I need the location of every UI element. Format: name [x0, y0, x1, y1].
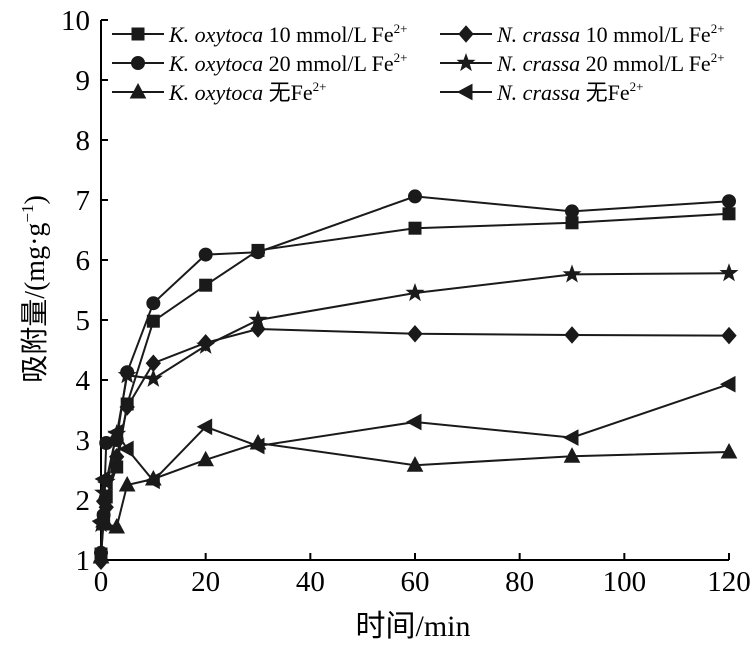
legend-label: K. oxytoca 无Fe2+: [168, 79, 326, 105]
series-3: [92, 433, 738, 564]
y-tick-label: 1: [76, 545, 91, 577]
series-layer: [91, 189, 739, 570]
y-tick-label: 2: [76, 485, 91, 517]
data-point: [562, 264, 582, 283]
data-point: [196, 418, 213, 436]
data-point: [562, 429, 579, 446]
data-point: [407, 325, 423, 343]
data-point: [722, 194, 736, 209]
y-tick-label: 6: [76, 245, 91, 277]
y-tick-label: 4: [76, 365, 91, 397]
legend-marker: [456, 83, 473, 101]
data-point: [248, 310, 268, 329]
series-line: [100, 327, 730, 562]
series-1: [94, 207, 736, 561]
legend-marker: [129, 82, 147, 99]
series-line: [100, 272, 730, 525]
y-axis-label: 吸附量/(mg·g−1): [18, 195, 51, 383]
data-point: [721, 326, 737, 345]
legend: K. oxytoca 10 mmol/L Fe2+ N. crassa 10 mm…: [112, 21, 725, 105]
data-point: [107, 423, 124, 441]
data-point: [145, 354, 161, 372]
legend-entry: N. crassa 20 mmol/L Fe2+: [440, 50, 725, 76]
data-point: [93, 552, 109, 570]
series-2: [94, 189, 736, 560]
data-point: [565, 216, 579, 230]
data-point: [199, 278, 213, 292]
series-5: [91, 263, 739, 533]
legend-entry: N. crassa 10 mmol/L Fe2+: [440, 21, 725, 47]
y-tick-label: 9: [76, 65, 91, 97]
data-point: [143, 368, 163, 387]
legend-marker: [131, 56, 145, 70]
data-point: [117, 365, 137, 384]
data-point: [405, 283, 425, 302]
data-point: [197, 450, 215, 467]
x-tick-label: 120: [707, 566, 751, 598]
data-point: [719, 263, 739, 282]
legend-entry: K. oxytoca 无Fe2+: [112, 79, 326, 105]
data-point: [722, 207, 736, 221]
data-point: [97, 473, 113, 491]
legend-label: N. crassa 20 mmol/L Fe2+: [496, 50, 725, 76]
legend-entry: K. oxytoca 10 mmol/L Fe2+: [112, 21, 408, 47]
data-point: [146, 296, 161, 311]
series-4: [93, 320, 737, 570]
y-tick-label: 7: [76, 185, 91, 217]
data-point: [251, 245, 265, 260]
data-point: [564, 326, 580, 344]
data-point: [198, 247, 213, 262]
y-tick-label: 8: [76, 125, 91, 157]
series-line: [100, 383, 730, 522]
data-point: [565, 204, 579, 219]
data-point: [720, 442, 738, 459]
legend-marker: [131, 27, 145, 41]
data-point: [118, 475, 136, 492]
legend-entry: K. oxytoca 20 mmol/L Fe2+: [112, 50, 408, 76]
x-tick-label: 60: [401, 566, 430, 598]
legend-label: K. oxytoca 10 mmol/L Fe2+: [168, 21, 408, 47]
legend-label: N. crassa 10 mmol/L Fe2+: [496, 21, 725, 47]
data-point: [91, 512, 108, 530]
legend-entry: N. crassa 无Fe2+: [440, 79, 643, 105]
data-point: [118, 440, 134, 458]
x-tick-label: 20: [191, 566, 220, 598]
y-tick-label: 3: [76, 425, 91, 457]
data-point: [719, 375, 736, 393]
series-line: [100, 195, 730, 553]
x-tick-label: 80: [505, 566, 534, 598]
legend-marker: [456, 53, 476, 72]
x-tick-label: 40: [296, 566, 325, 598]
x-tick-label: 0: [94, 566, 109, 598]
series-6: [91, 375, 736, 530]
data-point: [408, 221, 422, 235]
legend-label: K. oxytoca 20 mmol/L Fe2+: [168, 50, 408, 76]
y-tick-label: 10: [61, 5, 90, 37]
legend-marker: [458, 25, 474, 43]
data-point: [405, 413, 422, 431]
data-point: [406, 456, 424, 472]
data-point: [248, 437, 265, 455]
data-point: [408, 189, 422, 204]
legend-label: N. crassa 无Fe2+: [496, 79, 643, 105]
x-axis-label: 时间/min: [355, 610, 470, 643]
data-point: [196, 335, 216, 354]
data-point: [144, 472, 160, 490]
data-point: [563, 447, 581, 463]
y-tick-label: 5: [76, 305, 91, 337]
x-tick-label: 100: [603, 566, 647, 598]
data-point: [108, 517, 126, 534]
